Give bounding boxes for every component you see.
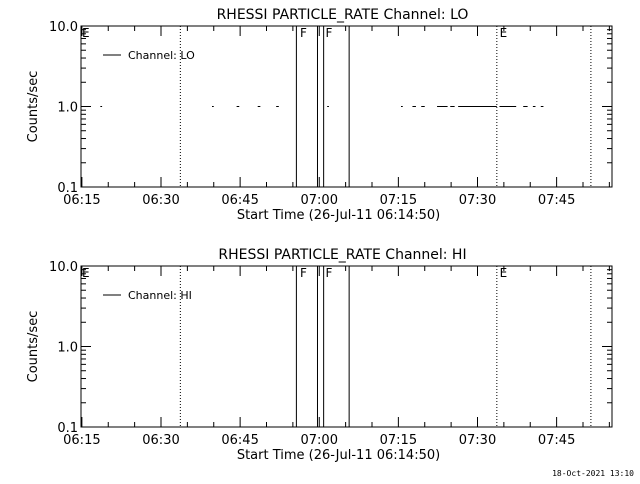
x-tick-label: 07:15 (380, 193, 417, 208)
legend-entry: Channel: HI (128, 289, 192, 302)
x-tick-label: 07:00 (301, 193, 338, 208)
x-tick-label: 07:45 (538, 433, 575, 448)
x-tick-label: 06:15 (63, 193, 100, 208)
x-tick-label: 07:45 (538, 193, 575, 208)
flag-annotation: F (300, 266, 307, 280)
x-axis-label: Start Time (26-Jul-11 06:14:50) (237, 448, 440, 463)
y-tick-label: 0.1 (57, 421, 78, 436)
y-tick-label: 10.0 (49, 20, 78, 35)
y-tick-label: 1.0 (57, 341, 78, 356)
x-tick-label: 07:00 (301, 433, 338, 448)
chart-title: RHESSI PARTICLE_RATE Channel: HI (218, 247, 466, 263)
flag-annotation: E (500, 26, 508, 40)
chart-title: RHESSI PARTICLE_RATE Channel: LO (217, 7, 469, 23)
y-axis-label: Counts/sec (26, 71, 41, 143)
y-tick-label: 0.1 (57, 181, 78, 196)
x-tick-label: 06:45 (221, 433, 258, 448)
x-tick-label: 06:30 (142, 193, 179, 208)
flag-annotation: F (326, 26, 333, 40)
y-tick-label: 1.0 (57, 101, 78, 116)
flag-annotation: E (500, 266, 508, 280)
y-axis-label: Counts/sec (26, 311, 41, 383)
x-tick-label: 07:30 (459, 433, 496, 448)
x-tick-label: 06:15 (63, 433, 100, 448)
flag-annotation: F (300, 26, 307, 40)
x-tick-label: 06:30 (142, 433, 179, 448)
x-tick-label: 07:15 (380, 433, 417, 448)
x-axis-label: Start Time (26-Jul-11 06:14:50) (237, 208, 440, 223)
x-tick-label: 06:45 (221, 193, 258, 208)
footer-timestamp: 18-Oct-2021 13:10 (552, 469, 634, 478)
flag-annotation: E (82, 266, 90, 280)
x-tick-label: 07:30 (459, 193, 496, 208)
y-tick-label: 10.0 (49, 260, 78, 275)
flag-annotation: E (82, 26, 90, 40)
legend-entry: Channel: LO (128, 49, 195, 62)
flag-annotation: F (326, 266, 333, 280)
